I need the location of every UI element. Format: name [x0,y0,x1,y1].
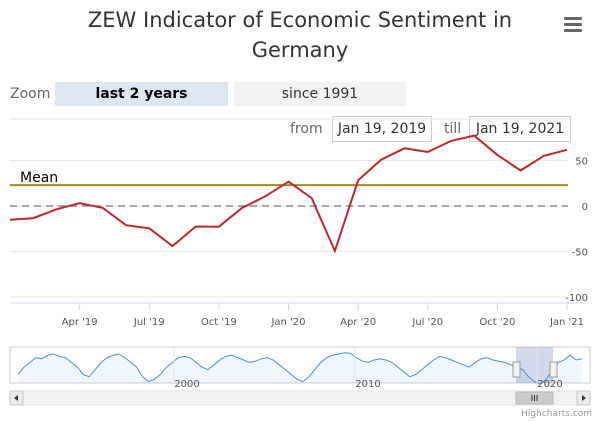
navigator-year-label: 2010 [355,379,380,390]
range-till-input[interactable]: Jan 19, 2021 [469,116,571,142]
zoom-last-2-years-button[interactable]: last 2 years [55,82,228,106]
navigator-right-handle[interactable] [549,361,558,378]
range-from-label: from [290,121,323,137]
x-tick-label: Oct '20 [479,317,515,328]
series-line[interactable] [9,134,568,254]
credits-link[interactable]: Highcharts.com [521,409,592,419]
scrollbar-grip-icon [531,395,538,401]
x-tick-label: Jan '20 [270,317,305,328]
navigator-selected-range[interactable] [516,347,553,383]
x-tick-label: Jul '19 [133,317,165,328]
scrollbar [9,390,591,406]
navigator-series-line [17,352,583,385]
grid-lines [10,118,578,304]
navigator-year-label: 2020 [537,379,562,390]
x-tick-label: Apr '19 [62,317,98,328]
chart-title: ZEW Indicator of Economic Sentiment in G… [87,8,513,62]
x-tick-label: Apr '20 [340,317,376,328]
y-tick-label: -50 [572,248,588,259]
navigator-left-handle[interactable] [512,361,521,378]
x-tick-label: Jan '21 [549,317,584,328]
mean-label: Mean [20,170,58,186]
y-axis-labels: 50 0 -50 -100 [565,157,588,305]
x-axis-labels: Apr '19 Jul '19 Oct '19 Jan '20 Apr '20 Jul '… [62,303,584,328]
navigator-axis-labels: 2000 2010 2020 [173,347,563,390]
y-tick-label: 0 [582,202,588,213]
scrollbar-track[interactable] [9,390,591,406]
zoom-since-1991-button[interactable]: since 1991 [234,82,406,106]
navigator-year-label: 2000 [174,379,199,390]
x-tick-label: Jul '20 [411,317,443,328]
scroll-left-arrow-icon [14,395,18,401]
y-tick-label: 50 [575,157,588,168]
range-till-label: till [444,121,462,137]
navigator-background [9,346,591,384]
zoom-label: Zoom [10,86,51,102]
range-from-input[interactable]: Jan 19, 2019 [332,116,432,142]
y-tick-label: -100 [565,293,588,304]
navigator: 2000 2010 2020 [9,346,591,390]
context-menu-icon[interactable] [564,17,582,33]
scroll-right-arrow-icon [582,395,586,401]
x-tick-label: Oct '19 [201,317,237,328]
